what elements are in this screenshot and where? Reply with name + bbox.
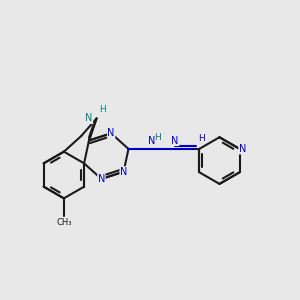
Text: N: N xyxy=(172,136,179,146)
Text: H: H xyxy=(198,134,205,143)
Text: H: H xyxy=(99,105,106,114)
Text: N: N xyxy=(107,128,115,138)
Text: N: N xyxy=(98,174,105,184)
Text: CH₃: CH₃ xyxy=(56,218,72,227)
Text: N: N xyxy=(120,167,127,177)
Text: N: N xyxy=(239,144,246,154)
Text: H: H xyxy=(154,133,161,142)
Text: N: N xyxy=(148,136,155,146)
Text: N: N xyxy=(85,113,93,123)
